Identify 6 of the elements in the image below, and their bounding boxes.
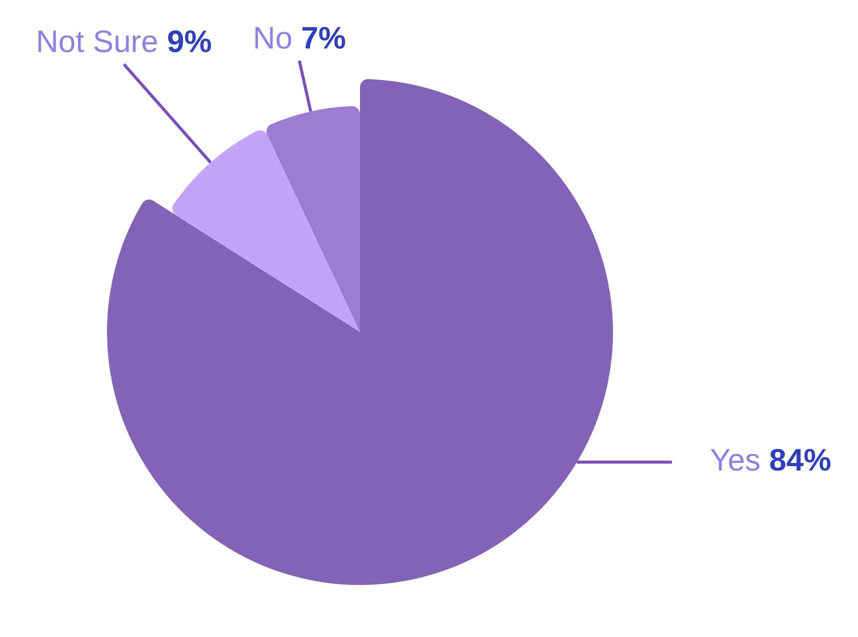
slice-label: Yes (710, 442, 770, 478)
data-label: 84% (769, 442, 832, 478)
data-label: 7% (301, 20, 346, 56)
slice-label: Not Sure (36, 24, 167, 60)
slice-label: No (252, 20, 302, 56)
data-label: 9% (166, 24, 212, 60)
